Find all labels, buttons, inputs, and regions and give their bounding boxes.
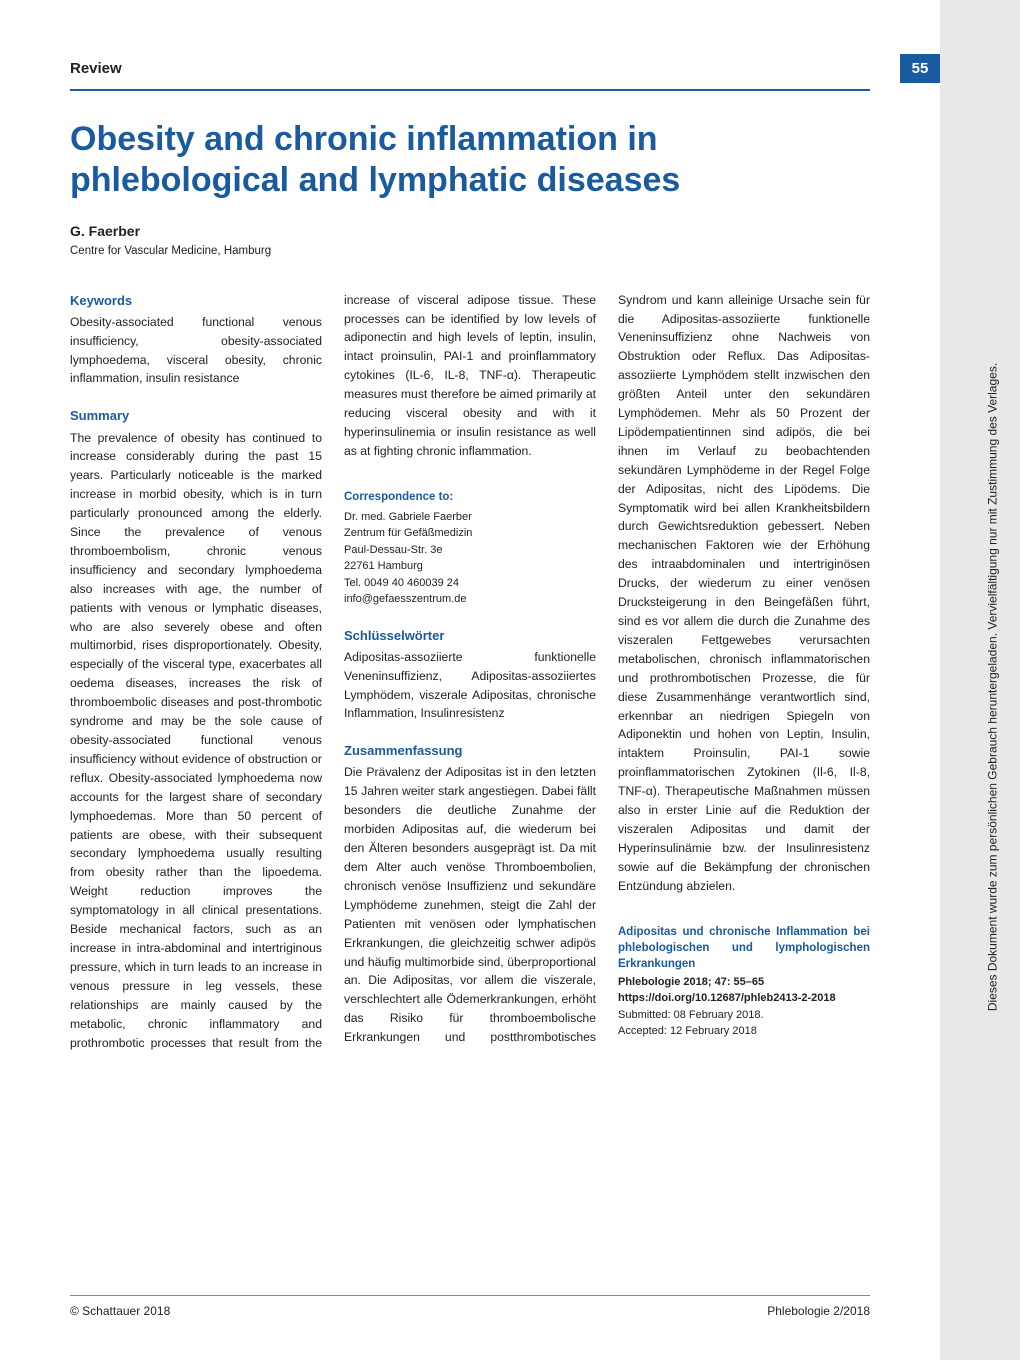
side-watermark-text: Dieses Dokument wurde zum persönlichen G… [985, 363, 999, 1011]
author-name: G. Faerber [70, 223, 870, 239]
article-title: Obesity and chronic inflammation in phle… [70, 119, 870, 201]
page-footer: © Schattauer 2018 Phlebologie 2/2018 [70, 1295, 870, 1318]
corr-line: info@gefaesszentrum.de [344, 591, 596, 608]
citation-block: Phlebologie 2018; 47: 55–65 https://doi.… [618, 974, 870, 1040]
keywords-heading: Keywords [70, 291, 322, 311]
page-content: Review 55 Obesity and chronic inflammati… [0, 0, 940, 1092]
summary-heading: Summary [70, 406, 322, 426]
page-header: Review 55 [70, 60, 870, 91]
author-affiliation: Centre for Vascular Medicine, Hamburg [70, 245, 870, 257]
side-margin-bar [940, 0, 1020, 1360]
citation-journal: Phlebologie 2018; 47: 55–65 [618, 976, 764, 988]
correspondence-heading: Correspondence to: [344, 489, 596, 507]
citation-accepted: Accepted: 12 February 2018 [618, 1025, 757, 1037]
corr-line: Paul-Dessau-Str. 3e [344, 542, 596, 559]
page-number: 55 [900, 54, 940, 83]
footer-journal-issue: Phlebologie 2/2018 [767, 1304, 870, 1318]
corr-line: 22761 Hamburg [344, 558, 596, 575]
corr-line: Zentrum für Gefäßmedizin [344, 525, 596, 542]
citation-submitted: Submitted: 08 February 2018. [618, 1009, 764, 1021]
keywords-body: Obesity-associated functional venous ins… [70, 313, 322, 389]
corr-line: Tel. 0049 40 460039 24 [344, 575, 596, 592]
schluesselwoerter-body: Adipositas-assoziierte funktionelle Vene… [344, 648, 596, 724]
correspondence-block: Dr. med. Gabriele Faerber Zentrum für Ge… [344, 509, 596, 608]
schluesselwoerter-heading: Schlüsselwörter [344, 626, 596, 646]
section-label: Review [70, 60, 122, 77]
body-columns: Keywords Obesity-associated functional v… [70, 291, 870, 1053]
citation-doi: https://doi.org/10.12687/phleb2413-2-201… [618, 992, 836, 1004]
corr-line: Dr. med. Gabriele Faerber [344, 509, 596, 526]
citation-german-title: Adipositas und chronische Inflammation b… [618, 924, 870, 972]
footer-copyright: © Schattauer 2018 [70, 1304, 170, 1318]
zusammenfassung-heading: Zusammenfassung [344, 741, 596, 761]
